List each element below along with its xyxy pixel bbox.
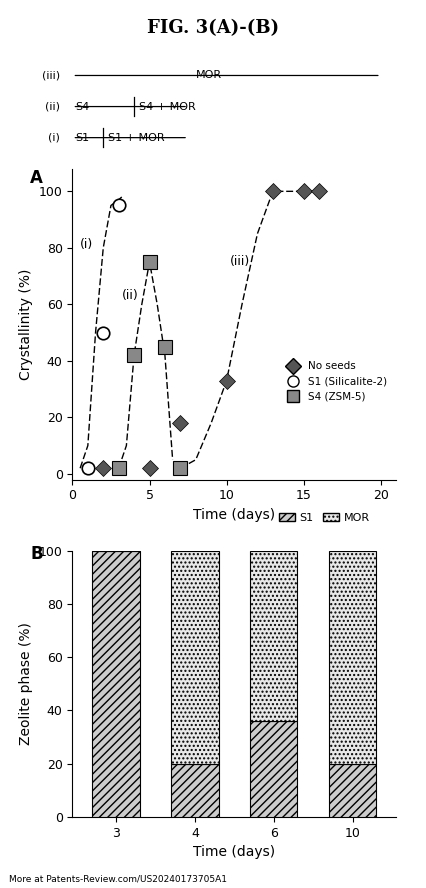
Bar: [171, 551, 219, 764]
Text: S4 + MOR: S4 + MOR: [139, 101, 196, 112]
Text: (i): (i): [80, 238, 93, 250]
Bar: [329, 551, 377, 764]
Text: (i): (i): [48, 132, 60, 143]
Y-axis label: Zeolite phase (%): Zeolite phase (%): [19, 622, 33, 745]
Bar: [171, 764, 219, 817]
Bar: [250, 551, 297, 721]
Text: (ii): (ii): [122, 289, 138, 302]
Text: S4: S4: [75, 101, 90, 112]
Bar: [329, 764, 377, 817]
Text: S1 + MOR: S1 + MOR: [108, 132, 164, 143]
Bar: [92, 551, 140, 817]
Text: (ii): (ii): [45, 101, 60, 112]
Text: (iii): (iii): [230, 255, 250, 268]
Legend: No seeds, S1 (Silicalite-2), S4 (ZSM-5): No seeds, S1 (Silicalite-2), S4 (ZSM-5): [279, 357, 391, 406]
X-axis label: Time (days): Time (days): [193, 845, 275, 860]
Text: S1: S1: [75, 132, 89, 143]
Bar: [250, 721, 297, 817]
Text: B: B: [30, 545, 43, 563]
X-axis label: Time (days): Time (days): [193, 508, 275, 522]
Text: FIG. 3(A)-(B): FIG. 3(A)-(B): [147, 20, 279, 37]
Text: More at Patents-Review.com/US20240173705A1: More at Patents-Review.com/US20240173705…: [9, 875, 227, 884]
Text: MOR: MOR: [196, 70, 222, 81]
Y-axis label: Crystallinity (%): Crystallinity (%): [19, 268, 33, 380]
Legend: S1, MOR: S1, MOR: [274, 508, 374, 527]
Text: (iii): (iii): [42, 70, 60, 81]
Text: A: A: [30, 169, 43, 186]
